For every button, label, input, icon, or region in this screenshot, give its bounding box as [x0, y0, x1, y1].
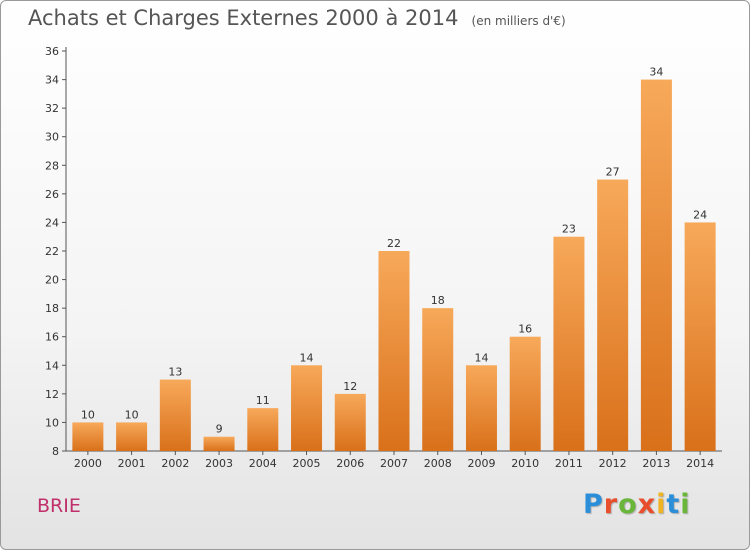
x-tick-label: 2013 [642, 457, 670, 470]
bar-2000[interactable] [72, 422, 104, 451]
x-tick-label: 2000 [74, 457, 102, 470]
logo-letter: i [680, 489, 691, 520]
data-label-2002: 13 [168, 366, 182, 379]
data-label-2009: 14 [474, 351, 488, 364]
data-label-2014: 24 [693, 208, 707, 221]
x-tick-label: 2009 [467, 457, 495, 470]
bar-2003[interactable] [203, 436, 235, 451]
bar-2004[interactable] [247, 408, 279, 451]
bar-2014[interactable] [684, 222, 716, 451]
bar-2012[interactable] [597, 179, 629, 452]
data-label-2003: 9 [216, 423, 223, 436]
logo-letter: x [637, 489, 657, 520]
logo-letter: t [666, 489, 681, 520]
x-tick-label: 2005 [293, 457, 321, 470]
data-label-2013: 34 [649, 66, 663, 79]
bar-2002[interactable] [159, 379, 191, 451]
data-label-2007: 22 [387, 237, 401, 250]
bar-2006[interactable] [334, 393, 366, 451]
data-label-2005: 14 [300, 351, 314, 364]
y-tick-label: 12 [45, 388, 59, 401]
bar-2007[interactable] [378, 251, 410, 451]
bars [72, 79, 716, 452]
y-tick-label: 32 [45, 102, 59, 115]
x-tick-label: 2014 [686, 457, 714, 470]
proxiti-logo[interactable]: Proxiti [583, 489, 691, 520]
data-label-2001: 10 [125, 408, 139, 421]
x-tick-label: 2002 [161, 457, 189, 470]
logo-letter: P [583, 489, 604, 520]
chart-subtitle: (en milliers d'€) [471, 14, 566, 28]
x-tick-label: 2010 [511, 457, 539, 470]
x-tick-label: 2012 [599, 457, 627, 470]
bar-2011[interactable] [553, 236, 585, 451]
chart-header: Achats et Charges Externes 2000 à 2014 (… [28, 6, 566, 30]
place-name: BRIE [37, 495, 81, 517]
data-label-2010: 16 [518, 323, 532, 336]
y-tick-label: 34 [45, 74, 59, 87]
x-tick-label: 2001 [118, 457, 146, 470]
logo-letter: i [656, 489, 667, 520]
data-label-2000: 10 [81, 408, 95, 421]
bar-2001[interactable] [116, 422, 148, 451]
y-tick-label: 28 [45, 159, 59, 172]
x-axis: 2000 2001 2002 2003 2004 2005 2006 2007 2008 2009… [66, 450, 722, 470]
y-tick-label: 24 [45, 216, 59, 229]
data-label-2004: 11 [256, 394, 270, 407]
data-labels: 10 10 13 9 11 14 12 22 18 14 16 23 27 34 24 [81, 66, 707, 436]
bar-2009[interactable] [465, 365, 497, 451]
data-label-2008: 18 [431, 294, 445, 307]
x-tick-label: 2004 [249, 457, 277, 470]
logo-letter: o [618, 489, 638, 520]
y-tick-label: 10 [45, 416, 59, 429]
x-tick-label: 2008 [424, 457, 452, 470]
y-tick-label: 16 [45, 331, 59, 344]
data-label-2012: 27 [606, 166, 620, 179]
x-tick-label: 2006 [336, 457, 364, 470]
y-axis: 8 10 12 14 16 18 20 22 24 26 28 30 32 34 36 [45, 45, 67, 458]
x-tick-label: 2011 [555, 457, 583, 470]
bar-2013[interactable] [640, 79, 672, 452]
x-tick-label: 2003 [205, 457, 233, 470]
bar-2005[interactable] [291, 365, 323, 451]
y-tick-label: 22 [45, 245, 59, 258]
y-tick-label: 14 [45, 359, 59, 372]
logo-letter: r [603, 489, 619, 520]
chart-title: Achats et Charges Externes 2000 à 2014 [28, 6, 459, 30]
y-tick-label: 26 [45, 188, 59, 201]
bar-2008[interactable] [422, 308, 454, 451]
y-tick-label: 18 [45, 302, 59, 315]
x-tick-label: 2007 [380, 457, 408, 470]
y-tick-label: 20 [45, 274, 59, 287]
data-label-2011: 23 [562, 223, 576, 236]
y-tick-label: 36 [45, 45, 59, 58]
bar-2010[interactable] [509, 336, 541, 451]
data-label-2006: 12 [343, 380, 357, 393]
y-tick-label: 30 [45, 131, 59, 144]
y-tick-label: 8 [52, 445, 59, 458]
